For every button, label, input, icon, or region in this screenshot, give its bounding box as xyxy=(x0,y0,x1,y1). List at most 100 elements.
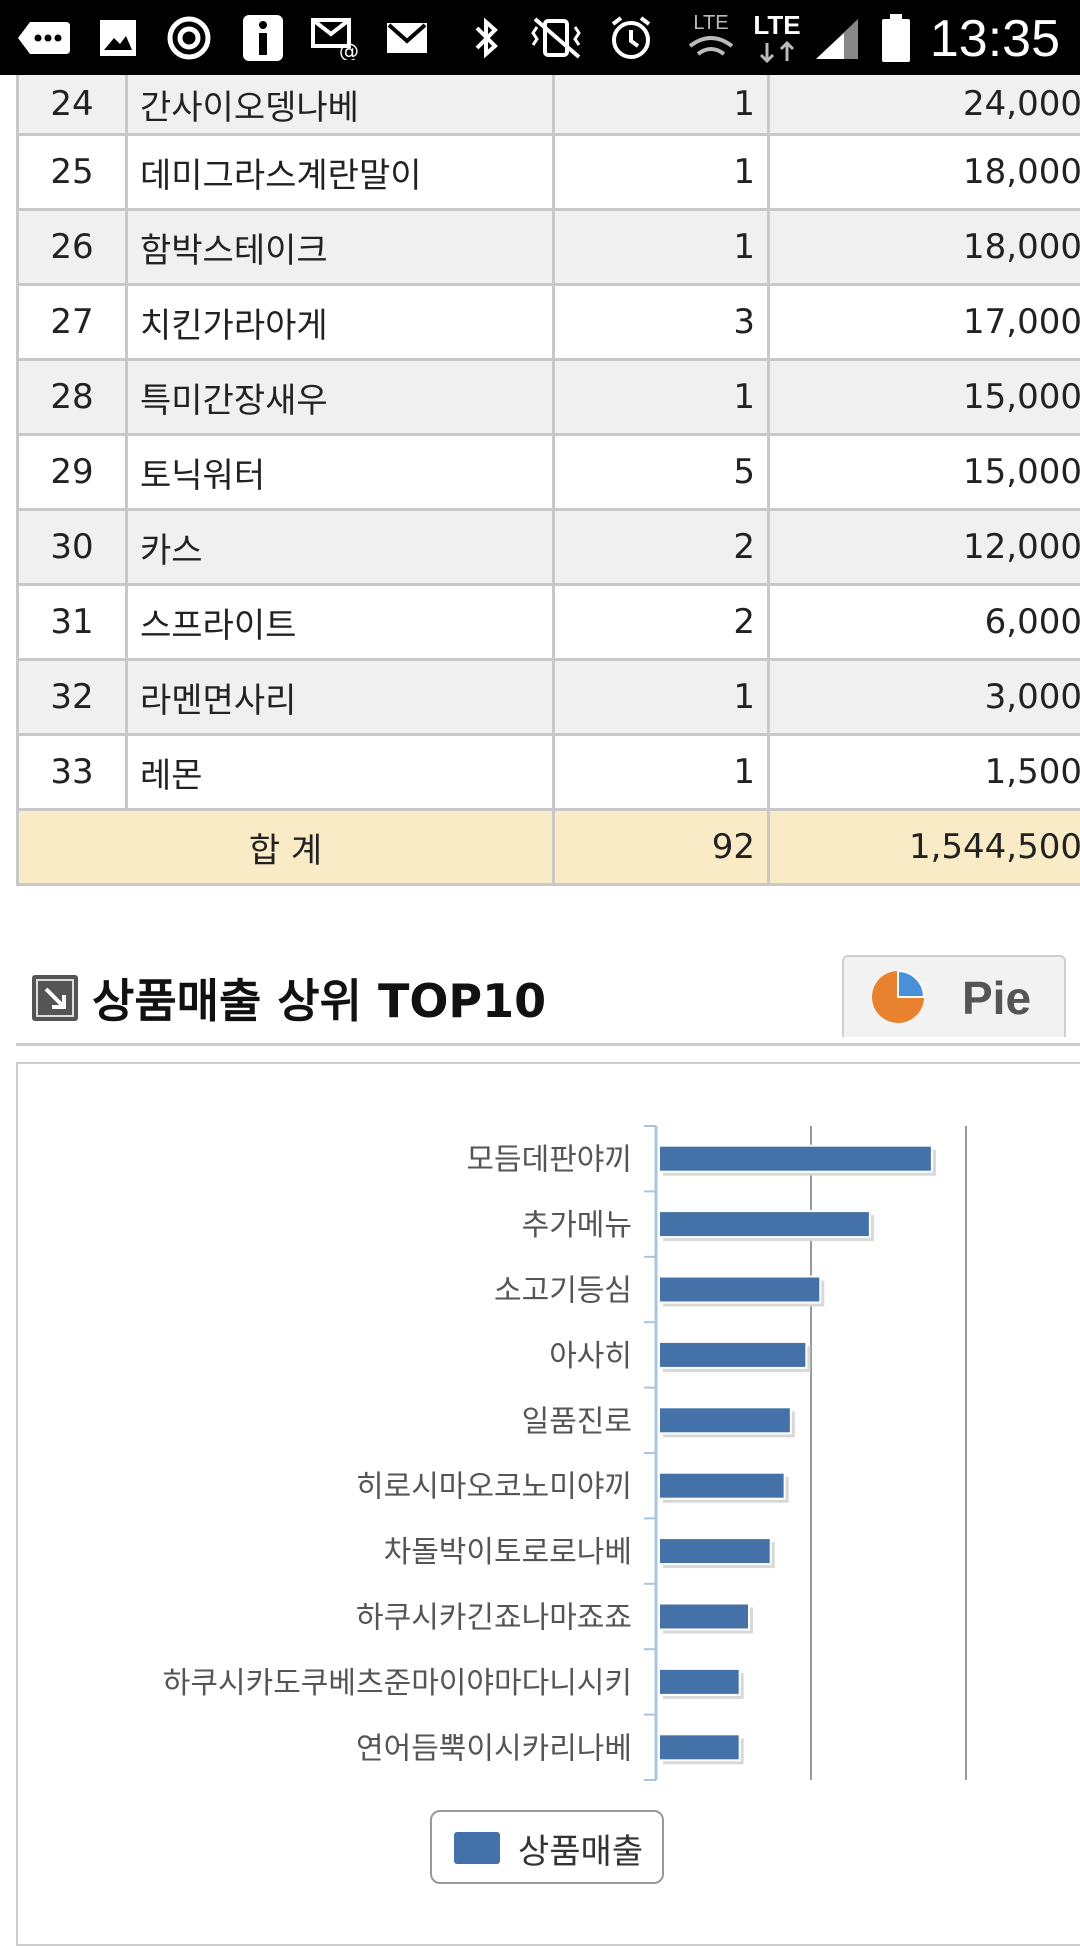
bar xyxy=(659,1146,932,1172)
row-number: 32 xyxy=(18,660,127,735)
item-name: 치킨가라아게 xyxy=(127,285,554,360)
image-icon xyxy=(96,0,140,75)
item-qty: 1 xyxy=(554,360,769,435)
pie-button-label: Pie xyxy=(962,971,1031,1025)
bar xyxy=(659,1538,771,1564)
item-name: 함박스테이크 xyxy=(127,210,554,285)
item-qty: 1 xyxy=(554,135,769,210)
item-amount: 15,000 xyxy=(769,360,1080,435)
info-icon xyxy=(240,0,286,75)
gmail-icon xyxy=(384,0,430,75)
item-name: 라멘면사리 xyxy=(127,660,554,735)
legend-label: 상품매출 xyxy=(518,1824,643,1873)
bar xyxy=(659,1669,740,1695)
signal-strength-icon xyxy=(810,0,864,75)
item-name: 데미그라스계란말이 xyxy=(127,135,554,210)
battery-icon xyxy=(874,0,918,75)
row-number: 24 xyxy=(18,75,127,135)
alarm-icon xyxy=(606,0,656,75)
pie-chart-button[interactable]: Pie xyxy=(842,955,1066,1037)
top10-section-header: 상품매출 상위 TOP10 Pie xyxy=(16,945,1080,1045)
row-number: 33 xyxy=(18,735,127,810)
total-amount: 1,544,500 xyxy=(769,810,1080,885)
svg-text:@: @ xyxy=(339,39,359,60)
item-amount: 3,000 xyxy=(769,660,1080,735)
item-qty: 3 xyxy=(554,285,769,360)
item-amount: 17,000 xyxy=(769,285,1080,360)
legend-swatch xyxy=(454,1832,500,1864)
row-number: 26 xyxy=(18,210,127,285)
item-qty: 2 xyxy=(554,510,769,585)
total-row: 합 계 92 1,544,500 xyxy=(18,810,1080,885)
item-name: 특미간장새우 xyxy=(127,360,554,435)
bar xyxy=(659,1473,785,1499)
status-bar: @ LTE LTE 13:35 xyxy=(0,0,1080,75)
pie-chart-icon xyxy=(870,969,926,1029)
divider xyxy=(16,1043,1080,1046)
item-name: 간사이오뎅나베 xyxy=(127,75,554,135)
clock: 13:35 xyxy=(930,0,1060,75)
item-qty: 5 xyxy=(554,435,769,510)
item-amount: 24,000 xyxy=(769,75,1080,135)
item-amount: 12,000 xyxy=(769,510,1080,585)
lte-data-icon: LTE xyxy=(744,0,810,75)
email-at-icon: @ xyxy=(310,0,362,75)
total-label: 합 계 xyxy=(18,810,554,885)
item-amount: 15,000 xyxy=(769,435,1080,510)
row-number: 29 xyxy=(18,435,127,510)
row-number: 28 xyxy=(18,360,127,435)
item-amount: 18,000 xyxy=(769,210,1080,285)
bar xyxy=(659,1734,740,1760)
category-label: 하쿠시카긴죠나마죠죠 xyxy=(356,1601,632,1636)
category-label: 일품진로 xyxy=(522,1404,632,1439)
vibrate-mute-icon xyxy=(526,0,586,75)
bluetooth-icon xyxy=(466,0,506,75)
total-qty: 92 xyxy=(554,810,769,885)
category-label: 소고기등심 xyxy=(494,1274,632,1309)
sync-icon xyxy=(164,0,214,75)
bar xyxy=(659,1407,791,1433)
row-number: 30 xyxy=(18,510,127,585)
category-label: 아사히 xyxy=(549,1339,632,1374)
category-label: 차돌박이토로로나베 xyxy=(384,1535,632,1570)
category-label: 추가메뉴 xyxy=(522,1208,632,1243)
bar xyxy=(659,1604,749,1630)
bar xyxy=(659,1277,820,1303)
item-amount: 18,000 xyxy=(769,135,1080,210)
chart-legend[interactable]: 상품매출 xyxy=(430,1810,664,1884)
row-number: 25 xyxy=(18,135,127,210)
row-number: 31 xyxy=(18,585,127,660)
row-number: 27 xyxy=(18,285,127,360)
item-qty: 2 xyxy=(554,585,769,660)
item-qty: 1 xyxy=(554,210,769,285)
bar xyxy=(659,1342,806,1368)
item-name: 카스 xyxy=(127,510,554,585)
item-name: 토닉워터 xyxy=(127,435,554,510)
category-label: 연어듬뿍이시카리나베 xyxy=(356,1731,632,1766)
item-qty: 1 xyxy=(554,660,769,735)
bar xyxy=(659,1211,870,1237)
category-label: 하쿠시카도쿠베츠준마이야마다니시키 xyxy=(163,1666,632,1701)
item-qty: 1 xyxy=(554,75,769,135)
item-amount: 6,000 xyxy=(769,585,1080,660)
item-amount: 1,500 xyxy=(769,735,1080,810)
category-label: 히로시마오코노미야끼 xyxy=(356,1470,632,1505)
arrow-down-right-icon xyxy=(32,975,78,1021)
more-notifications-icon xyxy=(14,0,74,75)
item-name: 레몬 xyxy=(127,735,554,810)
section-title: 상품매출 상위 TOP10 xyxy=(92,965,546,1031)
item-qty: 1 xyxy=(554,735,769,810)
item-name: 스프라이트 xyxy=(127,585,554,660)
lte-wifi-icon: LTE xyxy=(676,0,746,75)
